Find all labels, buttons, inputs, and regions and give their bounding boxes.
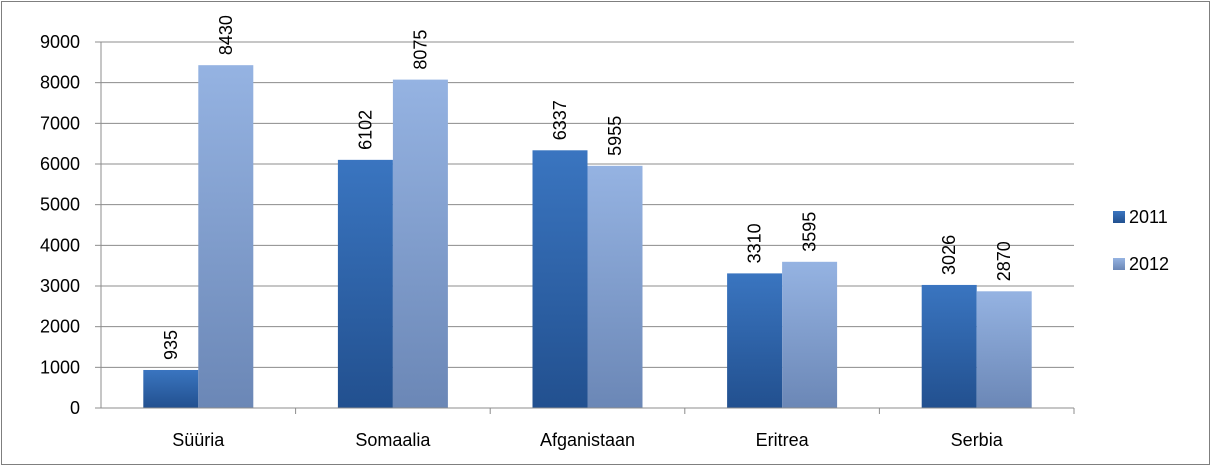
bar-2012-2 — [587, 165, 643, 408]
bars — [143, 65, 1032, 409]
bar-2011-3 — [727, 273, 783, 408]
legend-swatch — [1113, 211, 1125, 223]
legend-label: 2012 — [1129, 254, 1169, 274]
bar-2011-0 — [143, 369, 199, 408]
x-tick-label: Serbia — [951, 430, 1004, 450]
bar-2012-1 — [392, 79, 448, 408]
bar-2012-4 — [976, 291, 1032, 408]
y-tick-label: 0 — [70, 398, 80, 418]
bar-2011-2 — [532, 150, 588, 408]
x-tick-label: Eritrea — [756, 430, 810, 450]
y-tick-labels: 0 1000 2000 3000 4000 5000 6000 7000 8000 9000 — [40, 32, 80, 418]
y-tick-label: 9000 — [40, 32, 80, 52]
legend-label: 2011 — [1129, 207, 1168, 227]
data-label: 6337 — [550, 100, 570, 140]
bar-2011-4 — [921, 284, 977, 408]
data-label: 8430 — [216, 15, 236, 55]
data-labels: 935 8430 6102 8075 6337 5955 3310 3595 3026 2870 — [161, 15, 1014, 360]
x-tick-labels: Süüria Somaalia Afganistaan Eritrea Serbia — [172, 430, 1003, 450]
data-label: 2870 — [994, 241, 1014, 281]
data-label: 3310 — [745, 223, 765, 263]
x-tick-label: Somaalia — [355, 430, 431, 450]
y-tick-label: 7000 — [40, 113, 80, 133]
axes — [100, 42, 1075, 414]
data-label: 3026 — [939, 235, 959, 275]
x-tick-label: Afganistaan — [540, 430, 635, 450]
y-tick-label: 2000 — [40, 317, 80, 337]
data-label: 935 — [161, 330, 181, 360]
y-tick-label: 1000 — [40, 357, 80, 377]
y-tick-label: 6000 — [40, 154, 80, 174]
bar-2011-1 — [337, 159, 393, 408]
legend-swatch — [1113, 258, 1125, 270]
y-tick-label: 8000 — [40, 73, 80, 93]
y-tick-label: 3000 — [40, 276, 80, 296]
legend: 2011 2012 — [1113, 207, 1169, 274]
bar-2012-3 — [782, 261, 838, 408]
data-label: 3595 — [800, 212, 820, 252]
bar-2012-0 — [198, 65, 254, 409]
y-tick-label: 4000 — [40, 235, 80, 255]
data-label: 8075 — [410, 30, 430, 70]
data-label: 5955 — [605, 116, 625, 156]
y-tick-label: 5000 — [40, 195, 80, 215]
data-label: 6102 — [355, 110, 375, 150]
x-tick-label: Süüria — [172, 430, 225, 450]
